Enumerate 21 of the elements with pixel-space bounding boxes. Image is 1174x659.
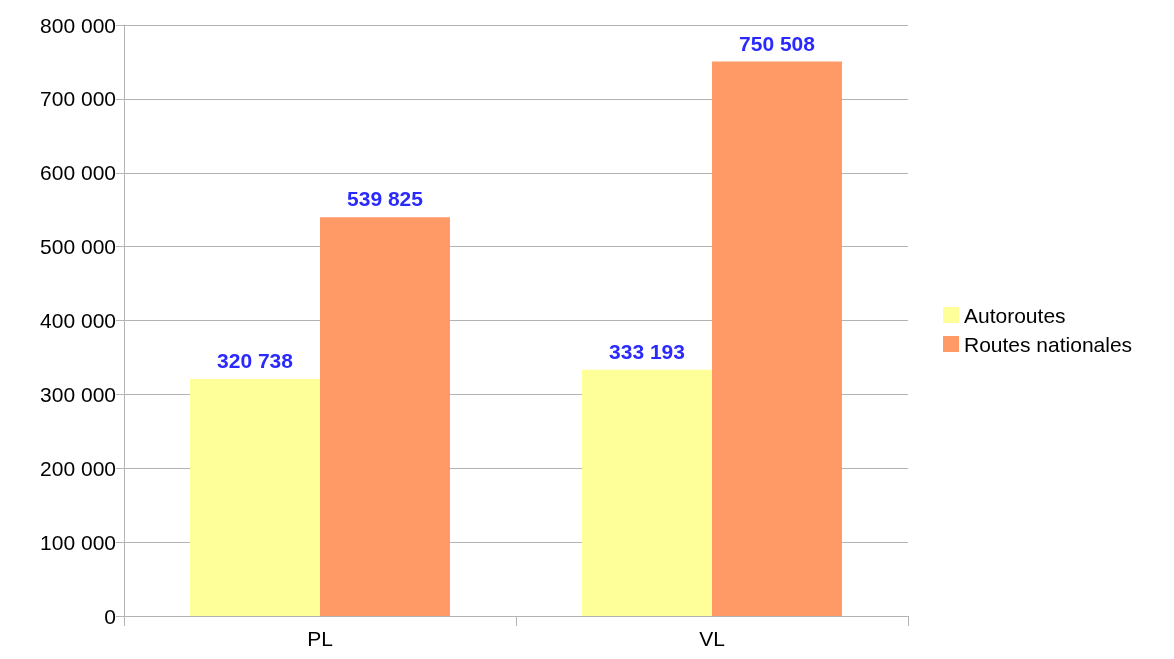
x-tick-label: PL (307, 627, 333, 650)
y-tick-label: 700 000 (40, 87, 116, 111)
bar (190, 379, 320, 616)
bar (582, 369, 712, 616)
legend-label: Autoroutes (964, 303, 1066, 327)
bar (320, 217, 450, 616)
y-tick-label: 800 000 (40, 13, 116, 37)
y-tick-label: 600 000 (40, 161, 116, 185)
data-label: 320 738 (217, 349, 294, 373)
x-tick-label: VL (699, 627, 725, 650)
data-label: 333 193 (609, 339, 685, 363)
y-tick-label: 100 000 (40, 530, 116, 554)
y-tick-label: 200 000 (40, 456, 116, 480)
bar (712, 61, 842, 616)
y-tick-label: 500 000 (40, 235, 116, 259)
y-tick-label: 0 (104, 604, 116, 628)
y-tick-label: 300 000 (40, 382, 116, 406)
data-label: 539 825 (347, 187, 424, 211)
y-tick-label: 400 000 (40, 309, 116, 332)
legend-label: Routes nationales (964, 332, 1133, 356)
data-label: 750 508 (739, 31, 816, 55)
